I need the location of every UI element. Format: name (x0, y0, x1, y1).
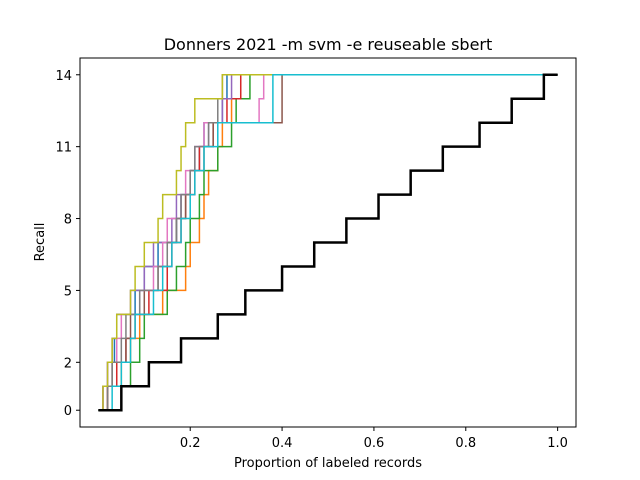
series-line-reference (98, 73, 558, 412)
chart-title: Donners 2021 -m svm -e reuseable sbert (164, 35, 493, 54)
y-axis-label: Recall (33, 223, 48, 262)
x-tick-label: 0.2 (180, 436, 201, 451)
series-line-10 (98, 74, 558, 411)
plot-frame (79, 57, 577, 428)
y-tick-label: 2 (64, 356, 72, 371)
x-tick-label: 0.6 (364, 436, 385, 451)
y-tick-label: 8 (64, 213, 72, 228)
y-tick-label: 14 (55, 69, 72, 84)
x-tick-label: 0.4 (272, 436, 293, 451)
y-tick-label: 11 (55, 141, 72, 156)
x-axis-ticks: 0.2 0.4 0.6 0.8 1.0 (180, 427, 568, 451)
y-tick-label: 5 (64, 284, 72, 299)
plot-lines (98, 73, 558, 412)
x-tick-label: 0.8 (455, 436, 476, 451)
x-tick-label: 1.0 (547, 436, 568, 451)
series-line-9 (98, 74, 558, 411)
x-axis-label: Proportion of labeled records (234, 456, 422, 471)
y-tick-label: 0 (64, 404, 72, 419)
y-axis-ticks: 0 2 5 8 11 14 (55, 69, 80, 419)
